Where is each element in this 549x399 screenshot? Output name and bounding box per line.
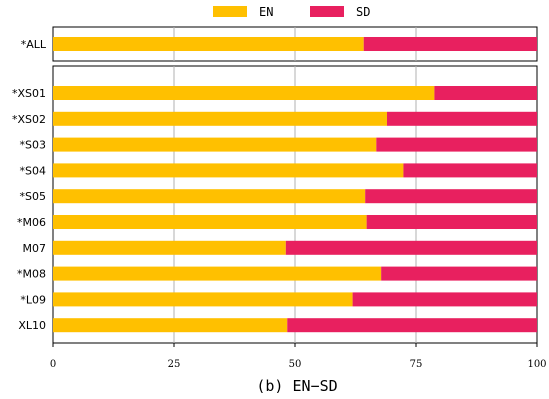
bar-en bbox=[53, 318, 288, 333]
category-label: *M06 bbox=[17, 216, 46, 229]
bar-sd bbox=[363, 37, 537, 51]
bar-en bbox=[53, 37, 364, 51]
bar-sd bbox=[386, 111, 537, 126]
bar-sd bbox=[285, 240, 537, 255]
bar-en bbox=[53, 111, 387, 126]
chart-caption: (b) EN−SD bbox=[256, 377, 337, 395]
bar-en bbox=[53, 215, 367, 229]
category-label: XL10 bbox=[18, 319, 46, 332]
category-label: *ALL bbox=[21, 38, 47, 51]
bar-sd bbox=[434, 86, 537, 100]
category-label: M07 bbox=[23, 242, 47, 255]
chart-panel-2: *XS01 *XS02 *S03 *S04 *S05 *M06 M07 *M08 *L09 XL1… bbox=[12, 65, 538, 344]
chart-panel-1: *ALL bbox=[21, 26, 538, 62]
bar-sd bbox=[352, 292, 537, 307]
category-label: *XS02 bbox=[12, 113, 46, 126]
bar-en bbox=[53, 163, 404, 178]
category-label: *L09 bbox=[20, 293, 46, 306]
x-tick-label: 100 bbox=[527, 359, 546, 370]
legend-label-sd: SD bbox=[356, 5, 370, 19]
bar-sd bbox=[287, 318, 537, 333]
x-tick-label: 25 bbox=[168, 359, 181, 370]
bar-en bbox=[53, 266, 382, 281]
category-label: *XS01 bbox=[12, 87, 46, 100]
bar-sd bbox=[366, 215, 537, 229]
bar-en bbox=[53, 240, 286, 255]
bar-sd bbox=[403, 163, 537, 178]
bar-en bbox=[53, 86, 435, 100]
legend: EN SD bbox=[213, 5, 370, 19]
x-axis: 0 25 50 75 100 bbox=[50, 343, 547, 370]
x-tick-label: 50 bbox=[289, 359, 302, 370]
bar-en bbox=[53, 292, 353, 307]
category-label: *S05 bbox=[20, 190, 46, 203]
legend-swatch-sd bbox=[310, 6, 344, 17]
bar-sd bbox=[365, 189, 537, 204]
category-label: *S04 bbox=[20, 164, 46, 177]
legend-label-en: EN bbox=[259, 5, 273, 19]
legend-swatch-en bbox=[213, 6, 247, 17]
category-label: *M08 bbox=[17, 268, 46, 281]
bar-sd bbox=[376, 137, 537, 152]
bar-sd bbox=[381, 266, 537, 281]
category-label: *S03 bbox=[20, 139, 46, 152]
bar-en bbox=[53, 137, 377, 152]
x-tick-label: 0 bbox=[50, 359, 56, 370]
bar-en bbox=[53, 189, 366, 204]
x-tick-label: 75 bbox=[410, 359, 423, 370]
